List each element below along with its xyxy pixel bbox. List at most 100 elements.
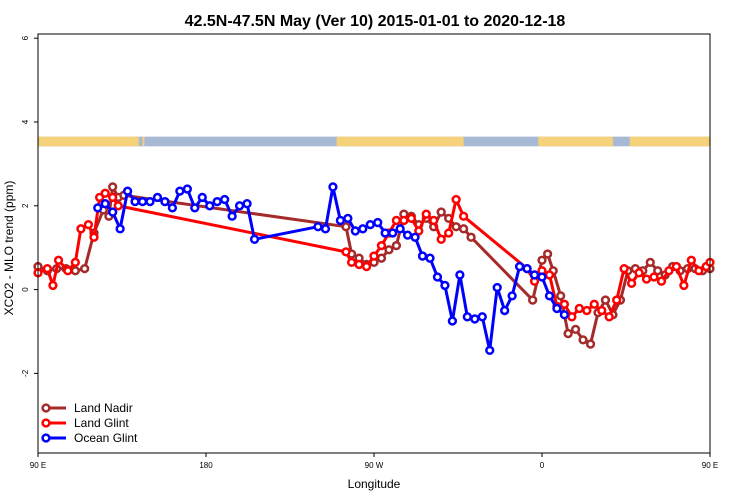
data-point: [451, 222, 461, 232]
data-point: [447, 316, 458, 326]
data-point: [417, 251, 428, 261]
data-point: [63, 266, 73, 276]
land-band: [336, 136, 464, 147]
data-point: [313, 222, 323, 232]
data-point: [528, 295, 538, 305]
data-point: [563, 328, 573, 339]
x-tick-label: 180: [199, 461, 213, 470]
data-point: [175, 186, 185, 196]
x-tick-label: 90 E: [702, 461, 718, 470]
data-point: [432, 272, 443, 282]
data-point: [597, 305, 607, 316]
data-point: [570, 324, 581, 335]
data-point: [649, 272, 659, 282]
data-point: [542, 249, 553, 259]
series-layer: [33, 182, 715, 355]
y-tick-label: -2: [21, 369, 30, 377]
data-point: [694, 266, 704, 276]
legend-item: Ocean Glint: [41, 431, 138, 445]
data-point: [384, 245, 394, 255]
data-point: [466, 232, 476, 242]
data-point: [391, 240, 402, 251]
legend-label: Land Glint: [74, 416, 129, 430]
data-point: [679, 280, 689, 291]
data-point: [399, 215, 409, 226]
data-point: [358, 224, 368, 234]
y-tick-label: 6: [21, 35, 30, 40]
data-point: [567, 312, 577, 322]
data-point: [205, 201, 215, 211]
data-point: [485, 345, 495, 355]
data-point: [242, 199, 252, 209]
data-point: [100, 188, 110, 198]
y-tick-label: 4: [21, 119, 30, 124]
data-point: [559, 299, 570, 309]
land-ocean-strip: [38, 136, 710, 147]
data-point: [388, 228, 398, 238]
data-point: [212, 196, 222, 207]
land-band: [38, 136, 139, 147]
data-point: [552, 303, 562, 314]
data-point: [645, 257, 655, 268]
data-point: [406, 213, 416, 224]
data-point: [451, 194, 461, 205]
data-point: [544, 270, 555, 280]
data-point: [320, 224, 331, 234]
data-point: [641, 274, 652, 284]
data-point: [249, 234, 260, 244]
data-point: [152, 192, 163, 203]
data-point: [376, 240, 387, 251]
data-point: [444, 228, 454, 238]
data-point: [113, 201, 123, 211]
data-point: [346, 257, 357, 268]
data-point: [197, 192, 207, 203]
data-point: [537, 255, 547, 265]
data-point: [190, 203, 200, 213]
data-point: [425, 253, 435, 263]
data-point: [53, 255, 64, 265]
legend-label: Land Nadir: [74, 401, 133, 415]
data-point: [421, 209, 431, 219]
data-point: [391, 215, 402, 226]
series-line: [96, 185, 566, 352]
data-point: [100, 199, 110, 209]
data-point: [380, 228, 390, 238]
data-point: [376, 253, 387, 263]
series-land-glint: [33, 188, 715, 322]
data-point: [634, 268, 644, 278]
data-point: [93, 203, 103, 213]
data-point: [122, 186, 133, 196]
data-point: [462, 312, 472, 322]
data-point: [328, 182, 338, 192]
series-ocean-glint: [93, 182, 570, 355]
data-point: [507, 291, 517, 301]
data-point: [556, 291, 566, 301]
data-point: [537, 272, 547, 282]
x-tick-label: 90 E: [30, 461, 46, 470]
data-point: [582, 305, 592, 316]
data-point: [492, 282, 502, 293]
data-point: [686, 255, 696, 265]
data-point: [341, 247, 351, 257]
data-point: [361, 261, 372, 272]
data-point: [108, 192, 118, 203]
data-point: [48, 280, 58, 291]
data-point: [544, 291, 555, 301]
data-point: [477, 312, 487, 322]
data-point: [167, 203, 178, 213]
y-axis-label: XCO2 - MLO trend (ppm): [2, 181, 16, 316]
data-point: [604, 312, 614, 322]
data-point: [70, 266, 80, 276]
data-point: [436, 207, 446, 217]
land-band: [538, 136, 613, 147]
data-point: [365, 219, 375, 230]
y-axis: -2 0 2 4 6: [21, 35, 38, 377]
data-point: [350, 226, 360, 236]
data-point: [455, 270, 465, 280]
land-band: [142, 136, 145, 147]
data-point: [354, 259, 364, 270]
y-tick-label: 0: [21, 287, 30, 292]
data-point: [182, 184, 192, 194]
